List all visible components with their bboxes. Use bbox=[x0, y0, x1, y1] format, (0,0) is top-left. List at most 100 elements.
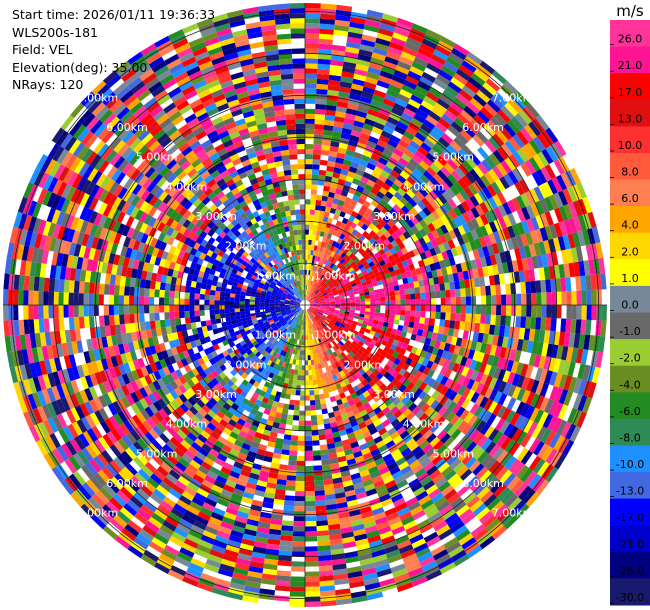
velocity-gate bbox=[458, 64, 474, 77]
velocity-gate bbox=[444, 222, 453, 232]
velocity-gate bbox=[488, 136, 501, 150]
velocity-gate bbox=[177, 47, 193, 59]
velocity-gate bbox=[423, 225, 432, 235]
velocity-gate bbox=[440, 166, 451, 177]
velocity-gate bbox=[381, 65, 396, 75]
velocity-gate bbox=[88, 305, 94, 317]
velocity-gate bbox=[568, 217, 578, 234]
velocity-gate bbox=[313, 139, 323, 145]
velocity-gate bbox=[317, 293, 322, 297]
velocity-gate bbox=[361, 251, 368, 258]
velocity-gate bbox=[270, 198, 278, 205]
velocity-gate bbox=[500, 84, 515, 99]
velocity-gate bbox=[357, 53, 372, 62]
velocity-gate bbox=[515, 195, 526, 209]
velocity-gate bbox=[309, 299, 314, 303]
velocity-gate bbox=[293, 229, 298, 236]
velocity-gate bbox=[536, 169, 548, 184]
velocity-gate bbox=[169, 297, 175, 305]
velocity-gate bbox=[408, 282, 415, 289]
velocity-gate bbox=[411, 154, 423, 165]
velocity-gate bbox=[511, 293, 517, 305]
velocity-gate bbox=[413, 280, 420, 288]
velocity-gate bbox=[496, 241, 505, 253]
velocity-gate bbox=[340, 284, 347, 289]
velocity-gate bbox=[577, 214, 587, 231]
velocity-gate bbox=[318, 273, 323, 279]
velocity-gate bbox=[441, 132, 454, 145]
velocity-gate bbox=[334, 19, 350, 27]
velocity-gate bbox=[319, 18, 335, 25]
velocity-gate bbox=[326, 288, 332, 293]
velocity-gate bbox=[208, 84, 222, 94]
velocity-gate bbox=[302, 355, 305, 361]
velocity-gate bbox=[410, 117, 423, 128]
velocity-gate bbox=[361, 91, 374, 100]
velocity-gate bbox=[561, 249, 569, 265]
velocity-gate bbox=[270, 140, 280, 148]
velocity-gate bbox=[351, 83, 364, 92]
velocity-gate bbox=[558, 264, 566, 279]
velocity-gate bbox=[252, 108, 265, 116]
velocity-gate bbox=[249, 299, 255, 303]
velocity-gate bbox=[371, 126, 383, 135]
velocity-gate bbox=[305, 174, 312, 180]
velocity-gate bbox=[499, 176, 510, 190]
velocity-gate bbox=[316, 284, 321, 290]
velocity-gate bbox=[274, 8, 290, 15]
velocity-gate bbox=[327, 217, 333, 224]
velocity-gate bbox=[332, 290, 338, 295]
velocity-gate bbox=[464, 241, 473, 253]
velocity-gate bbox=[479, 60, 496, 75]
velocity-gate bbox=[305, 430, 312, 436]
velocity-gate bbox=[211, 116, 224, 126]
velocity-gate bbox=[470, 118, 483, 131]
velocity-gate bbox=[345, 41, 361, 49]
velocity-gate bbox=[290, 164, 298, 170]
velocity-gate bbox=[219, 296, 225, 301]
velocity-gate bbox=[3, 305, 9, 321]
velocity-gate bbox=[431, 106, 445, 118]
velocity-gate bbox=[375, 37, 391, 47]
velocity-gate bbox=[209, 305, 215, 310]
velocity-gate bbox=[289, 245, 294, 252]
velocity-gate bbox=[534, 228, 544, 243]
velocity-gate bbox=[311, 234, 316, 241]
velocity-gate bbox=[567, 233, 576, 249]
velocity-gate bbox=[524, 159, 536, 175]
velocity-gate bbox=[305, 355, 308, 361]
velocity-gate bbox=[336, 101, 348, 109]
velocity-gate bbox=[402, 192, 412, 202]
velocity-gate bbox=[169, 311, 175, 320]
velocity-gate bbox=[308, 265, 312, 271]
velocity-gate bbox=[407, 32, 424, 43]
velocity-gate bbox=[342, 235, 349, 242]
velocity-gate bbox=[325, 265, 330, 272]
velocity-gate bbox=[357, 197, 366, 205]
velocity-gate bbox=[302, 249, 305, 255]
velocity-gate bbox=[342, 61, 357, 69]
velocity-gate bbox=[580, 275, 587, 291]
velocity-gate bbox=[305, 531, 318, 537]
velocity-gate bbox=[497, 204, 508, 217]
velocity-gate bbox=[466, 121, 480, 135]
velocity-gate bbox=[558, 221, 568, 236]
velocity-gate bbox=[331, 289, 338, 293]
velocity-gate bbox=[189, 298, 195, 305]
velocity-gate bbox=[204, 74, 219, 85]
velocity-gate bbox=[305, 234, 309, 240]
velocity-gate bbox=[358, 275, 365, 281]
velocity-gate bbox=[368, 222, 376, 231]
velocity-gate bbox=[345, 282, 351, 287]
velocity-gate bbox=[362, 188, 371, 196]
velocity-gate bbox=[204, 289, 211, 295]
velocity-gate bbox=[305, 450, 313, 456]
velocity-gate bbox=[68, 292, 74, 305]
velocity-gate bbox=[241, 204, 250, 213]
velocity-gate bbox=[282, 253, 287, 259]
velocity-gate bbox=[324, 277, 329, 283]
velocity-gate bbox=[469, 97, 484, 111]
velocity-gate bbox=[292, 245, 297, 251]
velocity-gate bbox=[442, 241, 451, 251]
velocity-gate bbox=[309, 209, 315, 215]
